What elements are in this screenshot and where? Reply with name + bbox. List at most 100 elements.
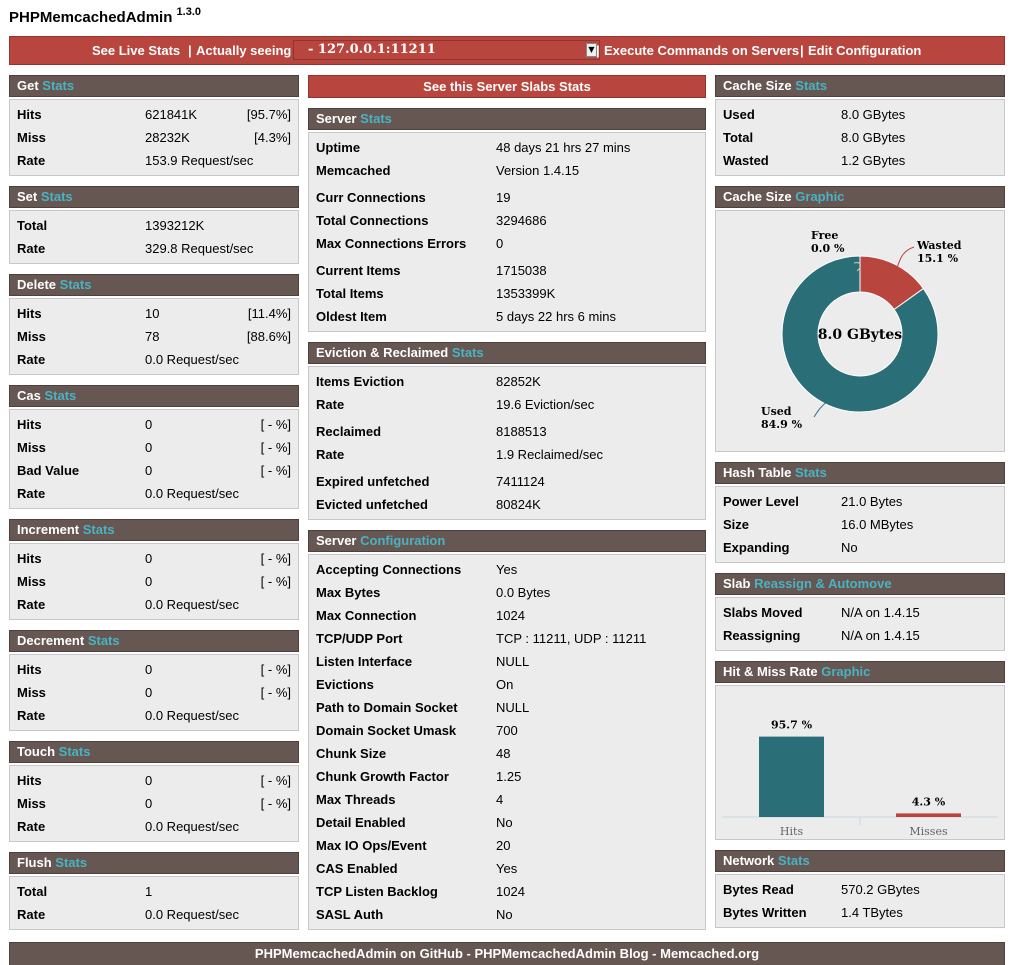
stat-label: Miss <box>17 796 46 811</box>
stat-value: 0.0 Request/sec <box>145 819 239 834</box>
panel-body: Hits 621841K [95.7%] Miss 28232K [4.3%] Rate 15… <box>9 99 299 176</box>
stat-percent: [88.6%] <box>246 329 291 344</box>
stat-value: NULL <box>496 700 530 715</box>
set-stats-panel: Set Stats Total 1393212K Rate 329.8 Request/… <box>9 186 299 264</box>
stat-label: Chunk Size <box>316 746 387 761</box>
panel-title-accent: Stats <box>55 855 88 870</box>
stat-row: Hits 0 [ - %] <box>10 413 298 436</box>
panel-header: Slab Reassign & Automove <box>715 573 1005 595</box>
stat-label: Hits <box>17 551 42 566</box>
stat-label: TCP Listen Backlog <box>316 884 438 899</box>
stat-label: Rate <box>17 907 46 922</box>
donut-leader-line <box>895 246 915 272</box>
footer-links[interactable]: PHPMemcachedAdmin on GitHub - PHPMemcach… <box>9 942 1005 965</box>
donut-label-name: Free <box>811 229 838 242</box>
stat-label: Oldest Item <box>316 309 387 324</box>
panel-header: Eviction & Reclaimed Stats <box>308 342 706 364</box>
panel-title-accent: Stats <box>87 633 120 648</box>
stat-row: Rate 0.0 Request/sec <box>10 593 298 616</box>
network-stats-panel: Network Stats Bytes Read 570.2 GBytes Bytes… <box>715 850 1005 928</box>
cache-size-stats-panel: Cache Size Stats Used 8.0 GBytes Total 8.0 G… <box>715 75 1005 176</box>
chevron-down-icon[interactable]: ▼ <box>586 43 597 57</box>
stat-label: Evictions <box>316 677 374 692</box>
panel-title: Cache Size <box>723 78 792 93</box>
stat-value: N/A on 1.4.15 <box>841 605 920 620</box>
stat-label: Total <box>17 218 48 233</box>
stat-row: Oldest Item 5 days 22 hrs 6 mins <box>309 305 705 328</box>
stat-value: 1.25 <box>496 769 522 784</box>
stat-value: 1715038 <box>496 263 547 278</box>
server-stats-panel: Server Stats Uptime 48 days 21 hrs 27 mins… <box>308 108 706 332</box>
server-slabs-stats-button[interactable]: See this Server Slabs Stats <box>308 75 706 98</box>
donut-label-percent: 84.9 % <box>761 418 803 431</box>
stat-row: Total 1393212K <box>10 214 298 237</box>
panel-body: Hits 0 [ - %] Miss 0 [ - %] Rate 0.0 Request/se… <box>9 765 299 842</box>
stat-label: Max Bytes <box>316 585 381 600</box>
stat-row: Detail Enabled No <box>309 811 705 834</box>
app-version: 1.3.0 <box>176 6 202 18</box>
donut-label-percent: 15.1 % <box>917 252 959 265</box>
stat-value: N/A on 1.4.15 <box>841 628 920 643</box>
stat-label: Hits <box>17 107 42 122</box>
slab-reassign-panel: Slab Reassign & Automove Slabs Moved N/A o… <box>715 573 1005 651</box>
stat-row: Expired unfetched 7411124 <box>309 470 705 493</box>
delete-stats-panel: Delete Stats Hits 10 [11.4%] Miss 78 [88.6%] Ra… <box>9 274 299 375</box>
stat-row: Total Items 1353399K <box>309 282 705 305</box>
stat-row: Used 8.0 GBytes <box>716 103 1004 126</box>
stat-label: Chunk Growth Factor <box>316 769 449 784</box>
edit-configuration-link[interactable]: Edit Configuration <box>808 43 922 58</box>
stat-percent: [95.7%] <box>246 107 291 122</box>
stat-value: 1 <box>145 884 153 899</box>
execute-commands-link[interactable]: Execute Commands on Servers <box>604 43 800 58</box>
stat-value: 329.8 Request/sec <box>145 241 254 256</box>
stat-row: Rate 0.0 Request/sec <box>10 348 298 371</box>
stat-label: Rate <box>17 153 46 168</box>
stat-label: Miss <box>17 329 46 344</box>
stat-percent: [ - %] <box>260 463 291 478</box>
stat-label: Max Connections Errors <box>316 236 467 251</box>
panel-title: Server <box>316 533 357 548</box>
stat-value: No <box>496 907 513 922</box>
panel-body: Hits 0 [ - %] Miss 0 [ - %] Rate 0.0 Request/se… <box>9 543 299 620</box>
donut-center-label: 8.0 GBytes <box>818 327 903 343</box>
stat-percent: [ - %] <box>260 417 291 432</box>
panel-header: Flush Stats <box>9 852 299 874</box>
stat-value: 19.6 Eviction/sec <box>496 397 595 412</box>
top-navigation-bar: See Live Stats | Actually seeing - 127.0… <box>9 36 1005 65</box>
stat-label: Rate <box>17 819 46 834</box>
bar-value-label: 95.7 % <box>771 719 813 732</box>
stat-value: Yes <box>496 861 518 876</box>
stat-row: Bytes Read 570.2 GBytes <box>716 878 1004 901</box>
stat-label: Max Threads <box>316 792 396 807</box>
stat-value: 1.4 TBytes <box>841 905 903 920</box>
donut-slice-used <box>781 255 939 413</box>
stat-label: Evicted unfetched <box>316 497 428 512</box>
donut-label-name: Wasted <box>916 239 962 252</box>
stat-row: Total Connections 3294686 <box>309 209 705 232</box>
stat-row: Max Bytes 0.0 Bytes <box>309 581 705 604</box>
stat-row: Path to Domain Socket NULL <box>309 696 705 719</box>
stat-label: SASL Auth <box>316 907 384 922</box>
stat-value: 621841K <box>145 107 198 122</box>
stat-row: Power Level 21.0 Bytes <box>716 490 1004 513</box>
stat-value: 0 <box>145 440 153 455</box>
separator: | <box>800 43 804 58</box>
panel-title-accent: Reassign & Automove <box>754 576 892 591</box>
live-stats-link[interactable]: See Live Stats <box>92 43 181 58</box>
stat-row: Miss 0 [ - %] <box>10 436 298 459</box>
stat-label: Reassigning <box>723 628 801 643</box>
eviction-reclaimed-panel: Eviction & Reclaimed Stats Items Eviction… <box>308 342 706 520</box>
stat-label: Path to Domain Socket <box>316 700 458 715</box>
cas-stats-panel: Cas Stats Hits 0[ - %] Miss 0[ - %] Bad Value… <box>9 385 299 509</box>
stat-label: Total Connections <box>316 213 429 228</box>
panel-title: Get <box>17 78 39 93</box>
panel-body: Used 8.0 GBytes Total 8.0 GBytes Wasted 1.2 G… <box>715 99 1005 176</box>
stat-value: 4 <box>496 792 504 807</box>
stat-value: 21.0 Bytes <box>841 494 903 509</box>
stat-row: Bad Value 0 [ - %] <box>10 459 298 482</box>
stat-label: Miss <box>17 440 46 455</box>
server-select[interactable]: - 127.0.0.1:11211 ▼ <box>293 40 600 60</box>
stat-label: Size <box>723 517 750 532</box>
stat-value: 5 days 22 hrs 6 mins <box>496 309 616 324</box>
